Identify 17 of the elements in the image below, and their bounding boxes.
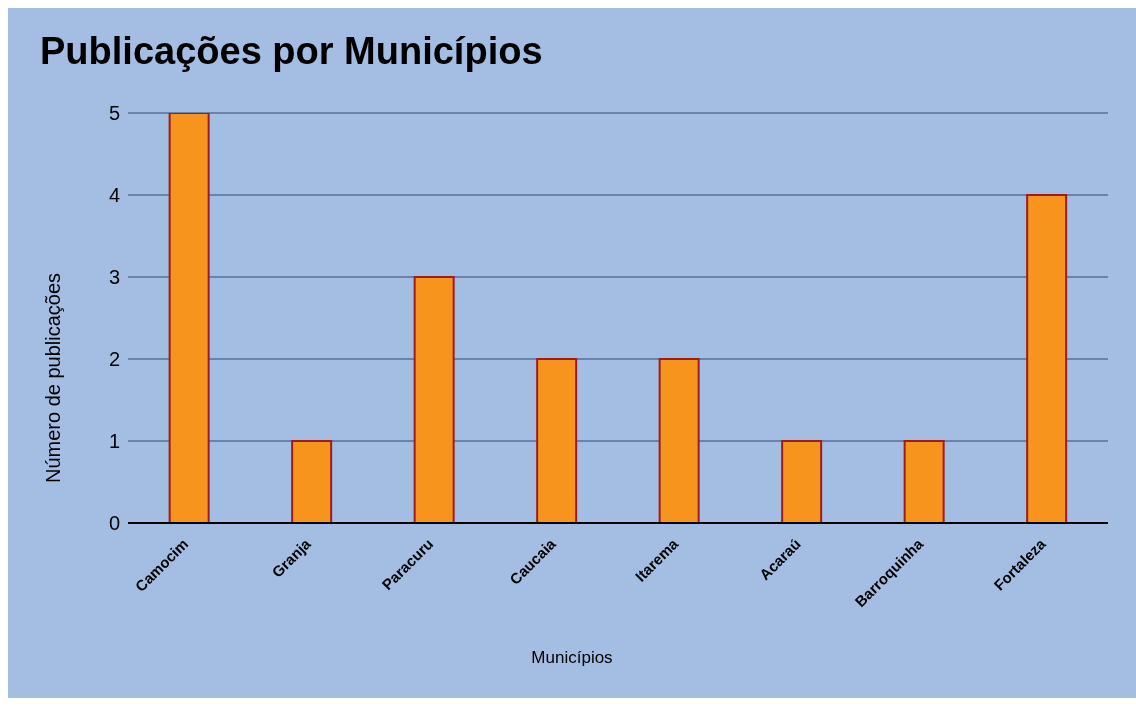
bar bbox=[1026, 194, 1068, 523]
bar bbox=[413, 276, 455, 523]
bar bbox=[903, 440, 945, 523]
y-tick-label: 4 bbox=[108, 184, 120, 207]
bar bbox=[168, 113, 210, 523]
bar bbox=[536, 358, 578, 523]
bar bbox=[658, 358, 700, 523]
x-axis-title: Municípios bbox=[530, 648, 614, 668]
bar bbox=[781, 440, 823, 523]
y-tick-label: 1 bbox=[108, 430, 120, 453]
y-tick-label: 0 bbox=[108, 512, 120, 535]
y-tick-label: 3 bbox=[108, 266, 120, 289]
y-tick-label: 5 bbox=[108, 102, 120, 125]
chart-title: Publicações por Municípios bbox=[40, 30, 543, 73]
bar bbox=[291, 440, 333, 523]
y-axis-title: Número de publicações bbox=[41, 272, 65, 484]
y-tick-label: 2 bbox=[108, 348, 120, 371]
